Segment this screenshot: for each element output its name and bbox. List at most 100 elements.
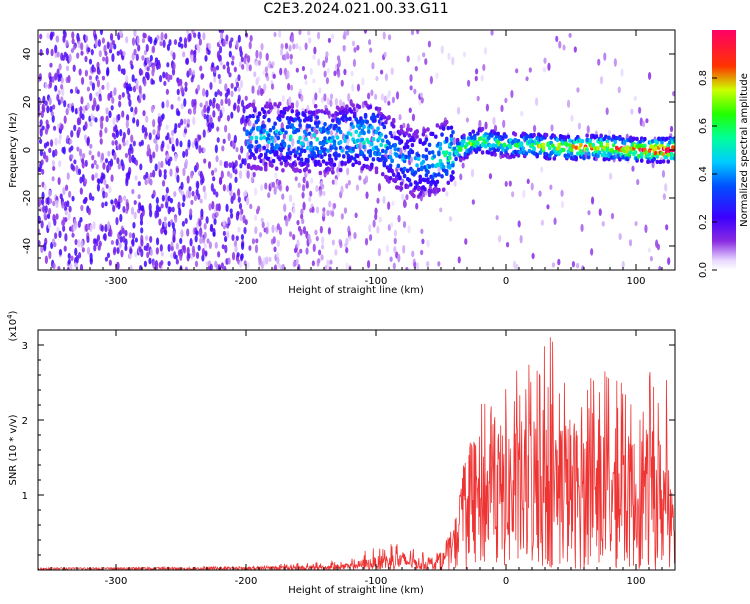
spectrogram-cell [314, 229, 318, 236]
spectrogram-cell [397, 214, 401, 223]
snr-marks [38, 337, 675, 570]
spectrogram-cell [296, 251, 300, 258]
spectrogram-cell [163, 229, 167, 235]
spectrogram-ridge-cell [362, 140, 366, 145]
spectrogram-cell [149, 235, 153, 243]
spectrogram-cell [226, 114, 231, 122]
spectrogram-ridge-cell [571, 144, 575, 149]
spectrogram-ridge-cell [326, 148, 330, 153]
spectrogram-ridge-cell [313, 104, 318, 109]
spectrogram-ridge-cell [405, 127, 410, 132]
colorbar: 0.00.20.40.60.8 Normalized spectral ampl… [698, 30, 750, 278]
spectrogram-cell [39, 128, 43, 137]
spectrogram-cell [315, 236, 319, 242]
spectrogram-cell [160, 251, 164, 257]
spectrogram-ridge-cell [352, 111, 357, 116]
snr-y-label: SNR (10 * v/v) [8, 414, 19, 485]
spectrogram-cell [471, 199, 475, 205]
spectrogram-ridge-cell [399, 181, 404, 186]
spectrogram-cell [45, 155, 49, 163]
spectrogram-cell [413, 88, 417, 95]
spectrogram-cell [122, 131, 126, 140]
spectrogram-cell [192, 106, 197, 115]
spectrogram-cell [172, 234, 176, 243]
spectrogram-cell [64, 233, 68, 242]
spectrogram-cell [227, 257, 231, 265]
spectrogram-y-tick-label: 0 [22, 147, 33, 153]
spectrogram-cell [177, 96, 181, 102]
spectrogram-ridge-cell [320, 154, 324, 159]
spectrogram-cell [220, 30, 225, 34]
spectrogram-ridge-cell [270, 142, 274, 147]
spectrogram-cell [110, 199, 114, 205]
spectrogram-cell [414, 65, 418, 72]
spectrogram-ridge-cell [296, 128, 301, 133]
spectrogram-cell [610, 212, 615, 220]
spectrogram-ridge-cell [323, 147, 327, 152]
spectrogram-cell [197, 193, 201, 200]
spectrogram-cell [456, 106, 461, 115]
spectrogram-cell [218, 78, 222, 85]
spectrogram-cell [233, 134, 237, 144]
spectrogram-cell [226, 65, 230, 75]
spectrogram-cell [299, 248, 303, 254]
spectrogram-ridge-cell [469, 135, 474, 140]
spectrogram-cell [154, 265, 159, 270]
spectrogram-cell [163, 169, 167, 175]
spectrogram-cell [101, 202, 105, 209]
spectrogram-ridge-cell [298, 135, 302, 141]
spectrogram-ridge-cell [465, 154, 469, 160]
spectrogram-ridge-cell [446, 180, 451, 185]
spectrogram-cell [241, 64, 245, 70]
spectrogram-cell [376, 197, 380, 204]
spectrogram-ridge-cell [285, 161, 290, 166]
spectrogram-ridge-cell [295, 168, 299, 173]
spectrogram-cell [254, 187, 258, 197]
spectrogram-cell [257, 59, 261, 66]
spectrogram-cell [170, 104, 174, 110]
spectrogram-ridge-cell [415, 181, 419, 187]
spectrogram-cell [303, 74, 308, 80]
spectrogram-cell [212, 176, 216, 182]
spectrogram-cell [68, 190, 72, 198]
spectrogram-cell [216, 137, 220, 143]
spectrogram-cell [159, 244, 163, 252]
spectrogram-cell [176, 88, 180, 96]
spectrogram-cell [109, 228, 113, 237]
spectrogram-cell [387, 224, 391, 231]
spectrogram-cell [230, 82, 234, 89]
spectrogram-cell [286, 53, 290, 60]
spectrogram-cell [74, 247, 78, 256]
spectrogram-cell [389, 149, 393, 157]
spectrogram-cell [276, 256, 280, 265]
spectrogram-cell [203, 231, 207, 239]
spectrogram-cell [401, 193, 405, 201]
spectrogram-ridge-cell [666, 159, 671, 164]
spectrogram-cell [165, 124, 169, 130]
spectrogram-cell [405, 194, 409, 201]
spectrogram-cell [215, 65, 220, 71]
spectrogram-cell [98, 240, 102, 247]
spectrogram-cell [171, 129, 175, 136]
spectrogram-cell [282, 133, 286, 140]
spectrogram-x-tick-label: -200 [235, 276, 258, 287]
spectrogram-cell [95, 91, 99, 97]
spectrogram-ridge-cell [380, 148, 385, 154]
spectrogram-cell [200, 208, 204, 217]
spectrogram-cell [47, 221, 51, 230]
spectrogram-cell [75, 262, 79, 270]
spectrogram-cell [140, 239, 144, 247]
spectrogram-cell [186, 30, 190, 35]
spectrogram-cell [203, 191, 207, 201]
spectrogram-cell [292, 260, 296, 268]
spectrogram-ridge-cell [434, 134, 438, 139]
spectrogram-cell [416, 30, 420, 35]
spectrogram-cell [184, 158, 188, 167]
spectrogram-cell [320, 254, 324, 261]
spectrogram-ridge-cell [552, 156, 557, 161]
spectrogram-cell [67, 212, 71, 221]
spectrogram-ridge-cell [399, 139, 404, 144]
spectrogram-cell [285, 218, 289, 227]
spectrogram-ridge-cell [315, 137, 320, 142]
spectrogram-ridge-cell [574, 155, 578, 160]
